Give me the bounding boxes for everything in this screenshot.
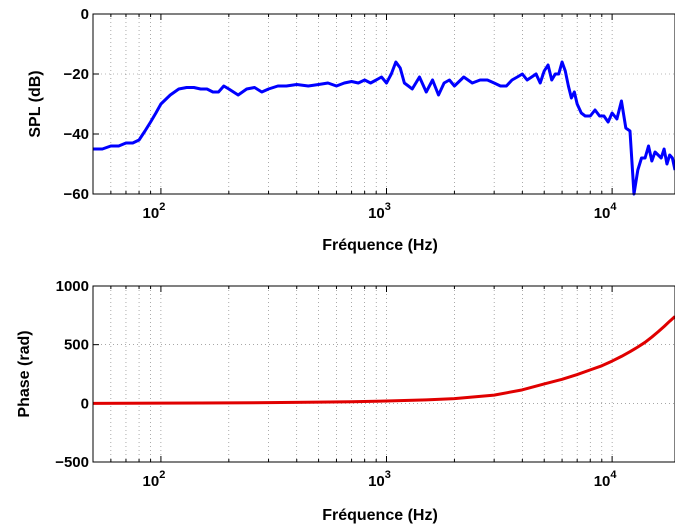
- x-tick-label: 102: [143, 201, 166, 222]
- y-tick-label: 1000: [56, 278, 89, 295]
- y-axis-label: Phase (rad): [16, 330, 33, 417]
- y-tick-label: −60: [64, 186, 89, 203]
- y-tick-label: −20: [64, 66, 89, 83]
- series-line-0: [92, 315, 675, 405]
- x-tick-label: 103: [368, 469, 391, 490]
- y-tick-label: 0: [81, 6, 89, 23]
- y-tick-label: 500: [64, 337, 89, 354]
- x-tick-label: 104: [594, 201, 618, 222]
- phase-plot: 1000 500 0 −500 102 103 104 Fréquence (Hz) Phase…: [16, 278, 675, 524]
- x-tick-label: 102: [143, 469, 166, 490]
- series-line-0: [93, 60, 675, 196]
- y-tick-label: 0: [81, 395, 89, 412]
- plot-frame: [92, 285, 675, 463]
- y-tick-label: −500: [55, 454, 89, 471]
- plot-frame: [92, 13, 675, 195]
- spl-plot: 0 −20 −40 −60 102 103 104 Fréquence (Hz) SPL (dB…: [27, 6, 675, 254]
- x-axis-label: Fréquence (Hz): [322, 507, 438, 524]
- x-axis-label: Fréquence (Hz): [322, 237, 438, 254]
- y-axis-label: SPL (dB): [27, 70, 44, 137]
- y-tick-label: −40: [64, 126, 89, 143]
- x-tick-label: 103: [368, 201, 391, 222]
- x-tick-label: 104: [594, 469, 618, 490]
